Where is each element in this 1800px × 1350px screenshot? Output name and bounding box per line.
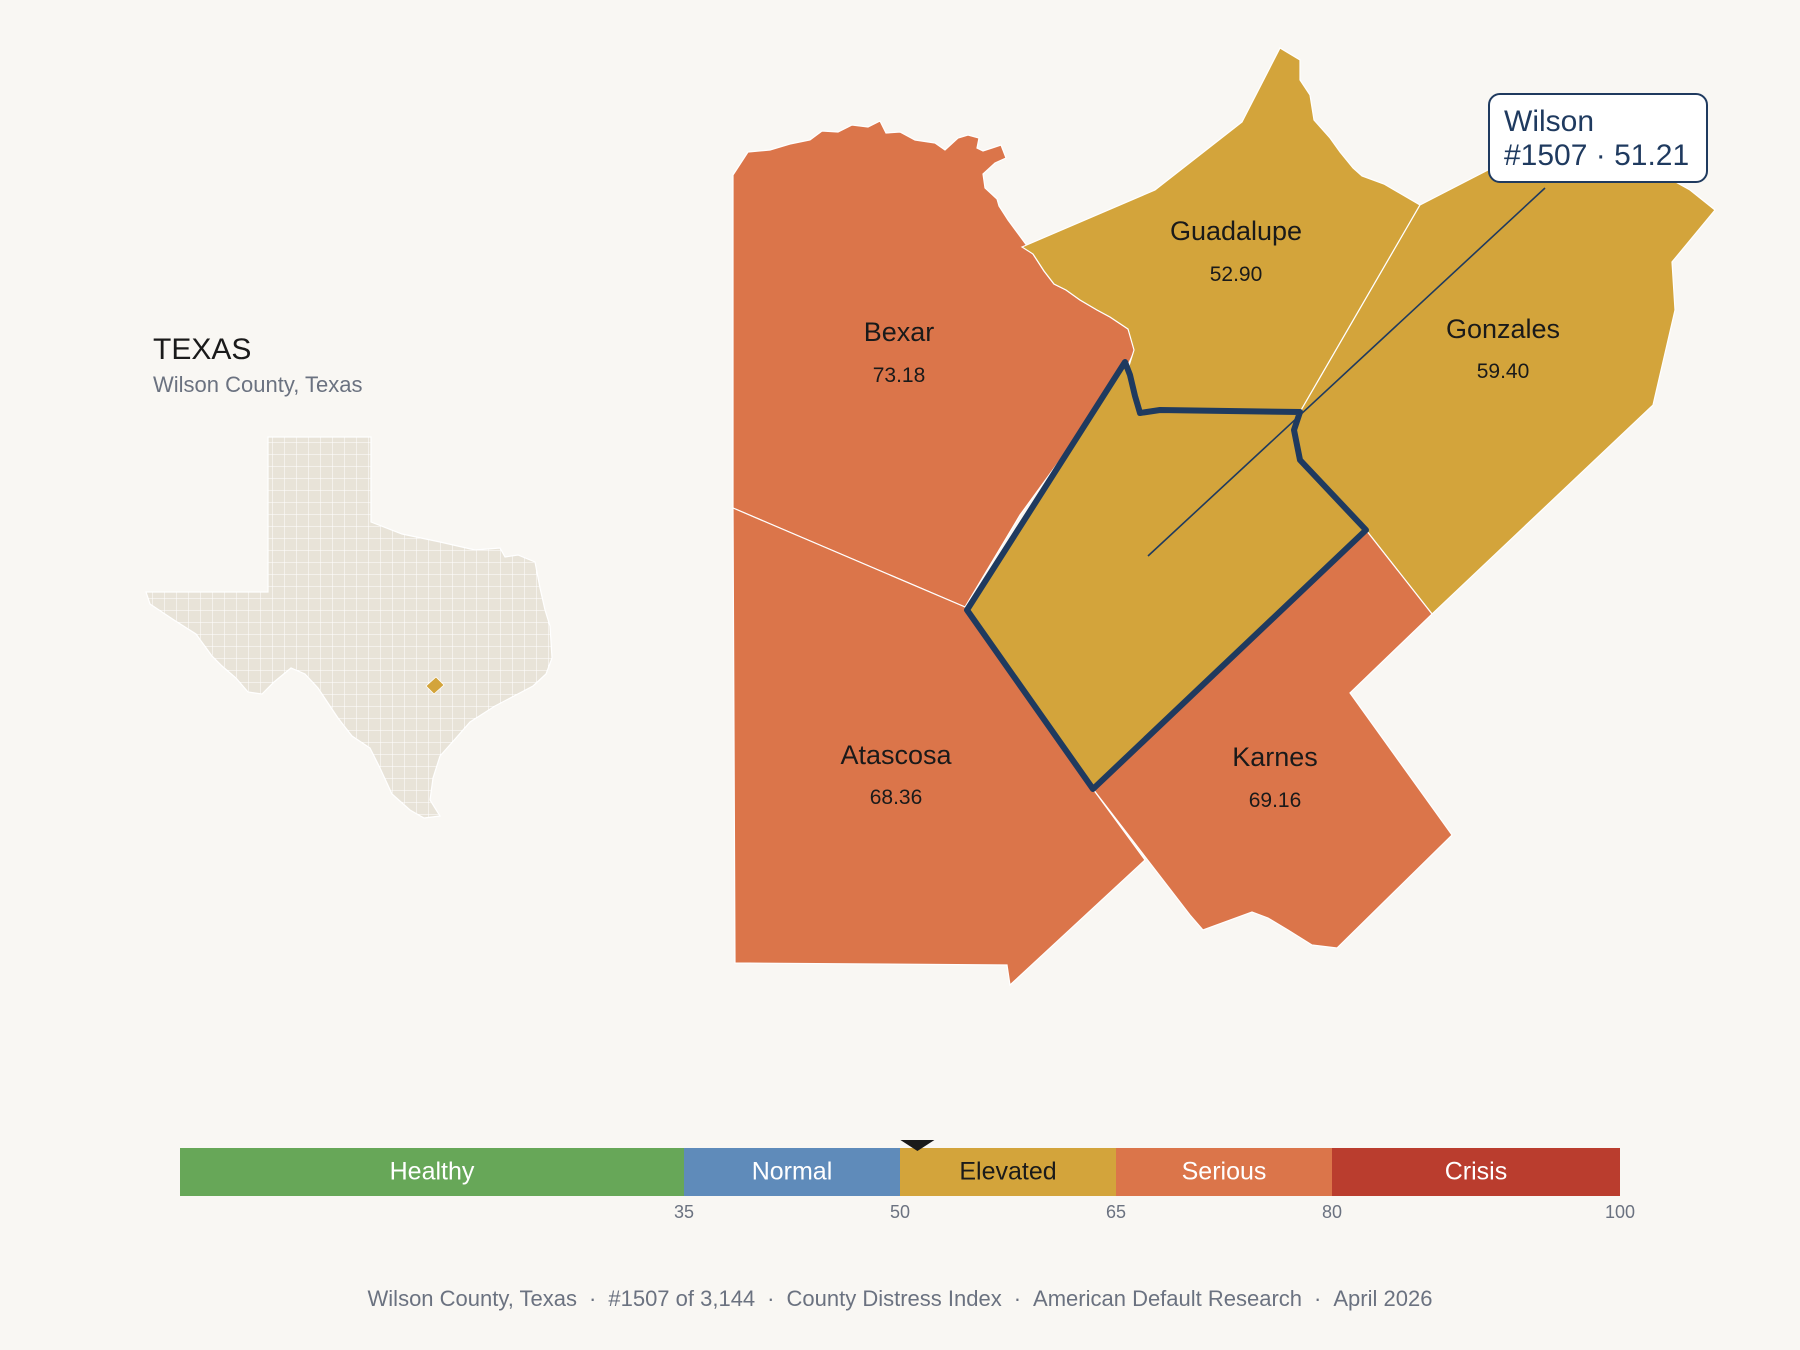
legend-tick-50: 50: [890, 1202, 910, 1222]
legend-band-normal: [684, 1148, 900, 1196]
texas-locator-map: [145, 436, 553, 819]
footer: Wilson County, Texas · #1507 of 3,144 · Coun…: [367, 1286, 1433, 1311]
legend-tick-35: 35: [674, 1202, 694, 1222]
wilson-callout: Wilson #1507 · 51.21: [1488, 93, 1708, 183]
legend-label-healthy: Healthy: [390, 1158, 475, 1186]
value-bexar: 73.18: [873, 364, 926, 387]
county-karnes[interactable]: [1092, 529, 1453, 949]
legend-label-elevated: Elevated: [959, 1158, 1056, 1186]
callout-leader-line: [1147, 187, 1546, 557]
footer-index: County Distress Index: [786, 1286, 1002, 1311]
legend-tick-100: 100: [1605, 1202, 1635, 1222]
value-atascosa: 68.36: [870, 786, 923, 809]
legend-band-crisis: [1332, 1148, 1620, 1196]
legend-label-serious: Serious: [1182, 1158, 1267, 1186]
distress-scale-legend: Healthy Normal Elevated Serious Crisis 35 50 6…: [180, 1140, 1635, 1222]
footer-rank: #1507 of 3,144: [608, 1286, 756, 1311]
value-guadalupe: 52.90: [1210, 263, 1263, 286]
legend-band-elevated: [900, 1148, 1116, 1196]
callout-rank-score: #1507 · 51.21: [1504, 139, 1690, 172]
label-guadalupe: Guadalupe: [1170, 216, 1302, 246]
county-wilson[interactable]: [964, 359, 1369, 792]
footer-source: American Default Research: [1033, 1286, 1303, 1311]
legend-tick-80: 80: [1322, 1202, 1342, 1222]
callout-name: Wilson: [1504, 105, 1595, 138]
label-bexar: Bexar: [864, 317, 935, 347]
county-labels: Bexar 73.18 Guadalupe 52.90 Gonzales 59.…: [840, 216, 1560, 812]
state-title: TEXAS: [153, 333, 252, 366]
footer-location: Wilson County, Texas: [367, 1286, 578, 1311]
legend-band-healthy: [180, 1148, 684, 1196]
legend-label-normal: Normal: [752, 1158, 833, 1186]
label-karnes: Karnes: [1232, 742, 1318, 772]
footer-date: April 2026: [1333, 1286, 1433, 1311]
state-subtitle: Wilson County, Texas: [153, 372, 363, 397]
value-gonzales: 59.40: [1477, 360, 1530, 383]
score-marker-icon: [900, 1140, 935, 1151]
legend-tick-65: 65: [1106, 1202, 1126, 1222]
value-karnes: 69.16: [1249, 789, 1302, 812]
county-map: Bexar 73.18 Guadalupe 52.90 Gonzales 59.…: [732, 47, 1716, 987]
wilson-locator-marker: [425, 676, 445, 695]
legend-label-crisis: Crisis: [1445, 1158, 1508, 1186]
legend-band-serious: [1116, 1148, 1332, 1196]
label-gonzales: Gonzales: [1446, 314, 1560, 344]
label-atascosa: Atascosa: [840, 740, 952, 770]
